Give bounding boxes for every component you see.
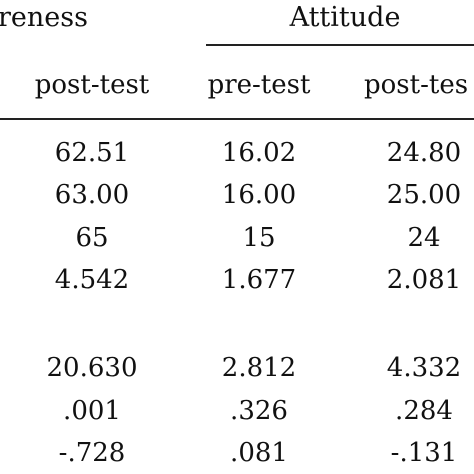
table-cell: 16.00 — [221, 180, 297, 210]
table-cell: 62.51 — [54, 138, 130, 168]
table-cell: 4.542 — [54, 265, 130, 295]
column-header-attitude-post-test: post-tes — [364, 70, 469, 100]
table-cell: 4.332 — [386, 353, 462, 383]
table-cell: 63.00 — [54, 180, 130, 210]
table-cell: 16.02 — [221, 138, 297, 168]
table-cell: 65 — [75, 223, 109, 253]
table-cell: .001 — [63, 396, 121, 426]
table-cell: 1.677 — [221, 265, 297, 295]
group-header-attitude: Attitude — [289, 2, 401, 33]
column-header-awareness-post-test: post-test — [34, 70, 150, 100]
column-header-attitude-pre-test: pre-test — [207, 70, 311, 100]
group-header-rule — [206, 44, 474, 46]
table-cell: -.728 — [58, 438, 126, 468]
table-cell: 25.00 — [386, 180, 462, 210]
header-bottom-rule — [0, 118, 474, 120]
table-cell: .284 — [395, 396, 453, 426]
table-cell: 24.80 — [386, 138, 462, 168]
table-cell: .081 — [230, 438, 288, 468]
table-cell: 15 — [242, 223, 276, 253]
table-cell: 2.081 — [386, 265, 462, 295]
table-cell: 24 — [407, 223, 441, 253]
table-cell: -.131 — [390, 438, 458, 468]
table-cell: 2.812 — [221, 353, 297, 383]
group-header-awareness: reness — [0, 2, 88, 33]
table-cell: .326 — [230, 396, 288, 426]
table-cell: 20.630 — [46, 353, 138, 383]
